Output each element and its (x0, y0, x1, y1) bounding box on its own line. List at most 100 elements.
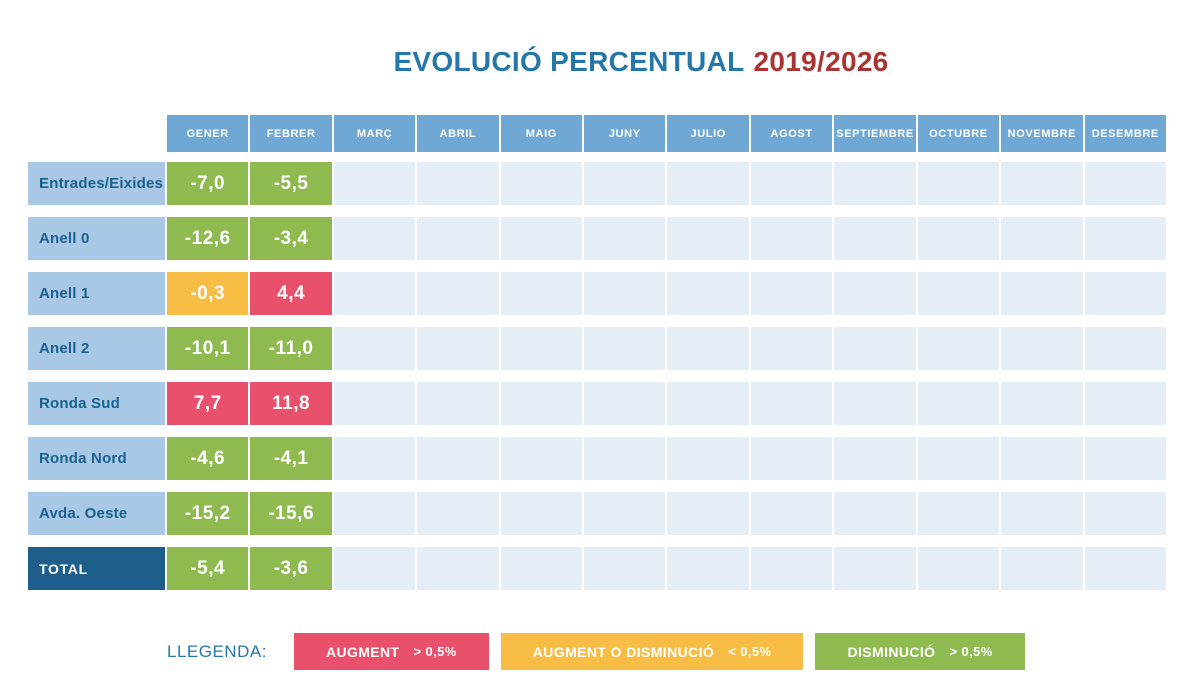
row-label-anell-1: Anell 1 (28, 272, 165, 315)
empty-cell (1084, 327, 1166, 370)
data-cell-ronda-nord-gener: -4,6 (167, 437, 249, 480)
empty-cell (1084, 272, 1166, 315)
row-label-ronda-nord: Ronda Nord (28, 437, 165, 480)
data-cell-anell-2-gener: -10,1 (167, 327, 249, 370)
table-row-avda-oeste: Avda. Oeste -15,2 -15,6 (28, 492, 1166, 535)
empty-cell (917, 272, 1000, 315)
data-cell-ronda-nord-febrer: -4,1 (250, 437, 332, 480)
empty-cell (417, 272, 499, 315)
legend-items: AUGMENT > 0,5% AUGMENT O DISMINUCIÓ < 0,5% D… (293, 633, 1037, 670)
empty-cell (1084, 547, 1166, 590)
empty-cell (417, 327, 499, 370)
empty-cell (834, 217, 916, 260)
page-title: EVOLUCIÓ PERCENTUAL 2019/2026 (48, 46, 1186, 78)
empty-cell (834, 492, 916, 535)
empty-cell (667, 492, 749, 535)
empty-cell (333, 492, 416, 535)
empty-cell (750, 327, 833, 370)
empty-cell (1001, 547, 1083, 590)
empty-cell (333, 382, 416, 425)
data-cell-total-gener: -5,4 (167, 547, 249, 590)
table-row-total: TOTAL -5,4 -3,6 (28, 547, 1166, 590)
column-header-maig: MAIG (500, 115, 583, 152)
table-row-entrades-eixides: Entrades/Eixides -7,0 -5,5 (28, 162, 1166, 205)
empty-cell (1001, 327, 1083, 370)
table-row-ronda-sud: Ronda Sud 7,7 11,8 (28, 382, 1166, 425)
empty-cell (834, 327, 916, 370)
table-row-ronda-nord: Ronda Nord -4,6 -4,1 (28, 437, 1166, 480)
table-row-anell-2: Anell 2 -10,1 -11,0 (28, 327, 1166, 370)
empty-cell (584, 492, 666, 535)
empty-cell (1001, 437, 1083, 480)
empty-cell (667, 437, 749, 480)
empty-cell (500, 547, 583, 590)
table-header-row: GENER FEBRER MARÇ ABRIL MAIG JUNY JULIO AGOST SE… (28, 115, 1166, 152)
empty-cell (500, 492, 583, 535)
data-cell-avda-oeste-febrer: -15,6 (250, 492, 332, 535)
legend-item-text: AUGMENT O DISMINUCIÓ (532, 643, 715, 660)
empty-cell (584, 327, 666, 370)
empty-cell (500, 327, 583, 370)
row-label-avda-oeste: Avda. Oeste (28, 492, 165, 535)
empty-cell (500, 272, 583, 315)
column-header-septiembre: SEPTIEMBRE (834, 115, 916, 152)
page-title-main: EVOLUCIÓ PERCENTUAL (393, 46, 745, 77)
empty-cell (500, 217, 583, 260)
empty-cell (417, 492, 499, 535)
empty-cell (1084, 162, 1166, 205)
column-header-desembre: DESEMBRE (1084, 115, 1166, 152)
empty-cell (1001, 217, 1083, 260)
legend-item-condition: > 0,5% (949, 644, 993, 659)
empty-cell (750, 272, 833, 315)
empty-cell (750, 547, 833, 590)
legend-item-augment-o-disminucio: AUGMENT O DISMINUCIÓ < 0,5% (500, 633, 804, 670)
legend-item-text: DISMINUCIÓ (847, 643, 936, 660)
empty-cell (917, 162, 1000, 205)
table-row-anell-0: Anell 0 -12,6 -3,4 (28, 217, 1166, 260)
empty-cell (1084, 437, 1166, 480)
column-header-febrer: FEBRER (250, 115, 332, 152)
empty-cell (333, 437, 416, 480)
empty-cell (333, 162, 416, 205)
column-header-gener: GENER (167, 115, 249, 152)
empty-cell (750, 492, 833, 535)
column-header-agost: AGOST (750, 115, 833, 152)
data-cell-anell-0-gener: -12,6 (167, 217, 249, 260)
empty-cell (584, 547, 666, 590)
empty-cell (750, 217, 833, 260)
empty-cell (667, 272, 749, 315)
empty-cell (1084, 382, 1166, 425)
data-cell-entrades-eixides-gener: -7,0 (167, 162, 249, 205)
empty-cell (834, 272, 916, 315)
table-body: Entrades/Eixides -7,0 -5,5 Anell 0 -12,6 -3,4… (28, 162, 1166, 590)
legend-label: LLEGENDA: (167, 641, 267, 661)
data-cell-avda-oeste-gener: -15,2 (167, 492, 249, 535)
table-row-anell-1: Anell 1 -0,3 4,4 (28, 272, 1166, 315)
empty-cell (1001, 162, 1083, 205)
empty-cell (417, 437, 499, 480)
data-cell-anell-1-febrer: 4,4 (250, 272, 332, 315)
empty-cell (1001, 382, 1083, 425)
empty-cell (333, 547, 416, 590)
empty-cell (750, 162, 833, 205)
row-label-anell-2: Anell 2 (28, 327, 165, 370)
empty-cell (834, 437, 916, 480)
empty-cell (834, 547, 916, 590)
data-cell-anell-1-gener: -0,3 (167, 272, 249, 315)
empty-cell (667, 162, 749, 205)
empty-cell (750, 382, 833, 425)
row-label-ronda-sud: Ronda Sud (28, 382, 165, 425)
empty-cell (584, 272, 666, 315)
empty-cell (917, 492, 1000, 535)
empty-cell (500, 437, 583, 480)
empty-cell (917, 217, 1000, 260)
row-label-anell-0: Anell 0 (28, 217, 165, 260)
legend-item-augment: AUGMENT > 0,5% (293, 633, 489, 670)
empty-cell (834, 162, 916, 205)
data-cell-ronda-sud-gener: 7,7 (167, 382, 249, 425)
legend-item-text: AUGMENT (325, 643, 400, 660)
row-label-total: TOTAL (28, 547, 165, 590)
empty-cell (667, 217, 749, 260)
table-corner-cell (28, 115, 165, 152)
empty-cell (584, 162, 666, 205)
